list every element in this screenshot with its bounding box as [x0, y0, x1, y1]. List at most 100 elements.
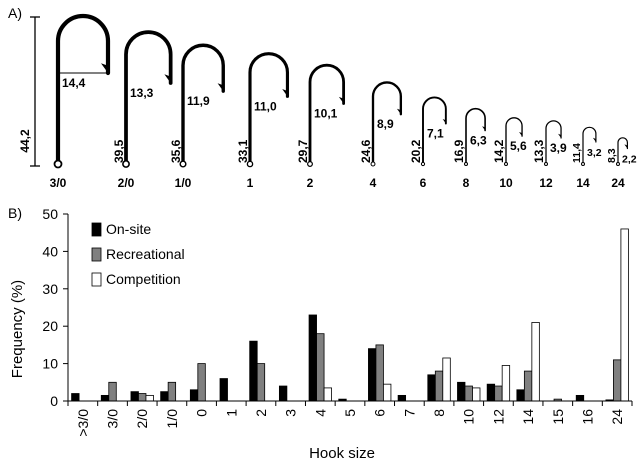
- hook-gap-label: 11,0: [254, 99, 277, 113]
- bar: [197, 363, 206, 402]
- hook-gap-label: 14,4: [62, 76, 86, 90]
- x-tick-label: 16: [579, 409, 595, 425]
- hook-size-label: 2: [307, 176, 314, 190]
- hook-shape: [55, 13, 111, 167]
- bar: [486, 383, 496, 402]
- hook-eye: [420, 161, 426, 167]
- bar: [457, 381, 466, 402]
- x-tick-label: 0: [194, 409, 210, 417]
- hook-eye: [616, 162, 620, 166]
- hook-barb: [396, 108, 401, 115]
- bar: [100, 394, 110, 402]
- hook-shape: [371, 81, 403, 166]
- y-tick-label: 50: [42, 206, 58, 222]
- legend-label: Recreational: [106, 246, 185, 262]
- bar: [138, 393, 147, 402]
- bar: [575, 394, 585, 402]
- bar: [256, 363, 266, 402]
- y-tick-label: 40: [42, 243, 58, 259]
- hook-eye: [122, 160, 130, 168]
- x-tick-label: 7: [401, 409, 417, 417]
- hook-size-label: 4: [370, 176, 377, 190]
- bar: [323, 387, 332, 402]
- bar: [219, 378, 228, 402]
- hook-size-label: 6: [420, 176, 427, 190]
- hook-length-label: 39,5: [112, 139, 126, 163]
- hook-shape: [617, 137, 628, 165]
- hook-barb: [217, 83, 224, 92]
- panel-a-label: A): [8, 5, 22, 21]
- hook-barb: [624, 144, 628, 149]
- panel-b-label: B): [8, 205, 22, 221]
- x-tick-label: 3: [283, 409, 299, 417]
- x-tick-label: 1: [223, 409, 239, 417]
- legend-swatch: [91, 247, 102, 262]
- hook-eye: [370, 161, 376, 167]
- total-length-label: 44,2: [18, 129, 32, 153]
- hook-gap-label: 7,1: [427, 126, 444, 140]
- hook-shape: [582, 126, 597, 165]
- hook-eye: [544, 162, 548, 166]
- bar: [523, 370, 533, 402]
- bar: [494, 385, 503, 402]
- bar: [368, 348, 377, 402]
- bar: [249, 340, 258, 402]
- bar: [397, 394, 407, 402]
- x-tick-label: 12: [490, 409, 506, 425]
- hook-eye: [307, 161, 313, 167]
- hook-length-label: 8,3: [606, 148, 618, 163]
- y-tick-label: 30: [42, 281, 58, 297]
- hook-length-label: 33,1: [236, 139, 250, 163]
- hook-size-label: 8: [463, 176, 470, 190]
- hook-size-label: 1: [247, 176, 254, 190]
- y-tick-label: 20: [42, 318, 58, 334]
- bar: [167, 381, 177, 402]
- hook-shape: [124, 30, 173, 166]
- bar: [130, 391, 139, 402]
- x-tick-label: 3/0: [105, 409, 121, 429]
- hook-gap-label: 6,3: [470, 133, 487, 147]
- bar: [516, 389, 525, 402]
- hook-length-label: 13,3: [532, 139, 546, 163]
- bar: [427, 374, 436, 402]
- legend-swatch: [91, 272, 102, 287]
- hook-eye: [464, 162, 468, 166]
- x-axis-label: Hook size: [309, 445, 375, 462]
- bar: [308, 314, 317, 402]
- x-tick-label: 4: [312, 409, 328, 417]
- hook-size-label: 12: [539, 176, 553, 190]
- hook-shape: [465, 107, 486, 165]
- hook-barb: [592, 137, 596, 143]
- hook-diagram: A) 44,2 14,4 3/0 13,3 39,5 2/0 11,9 35,6 1/0 11,…: [8, 5, 637, 190]
- bar: [464, 385, 473, 402]
- hook-length-label: 16,9: [452, 139, 466, 163]
- hook-barb: [482, 126, 486, 131]
- hook-shape: [308, 63, 346, 166]
- hook-eye: [246, 160, 254, 168]
- hook-shape: [505, 117, 523, 165]
- hook-size-label: 2/0: [118, 176, 135, 190]
- bar: [71, 393, 80, 402]
- x-tick-label: 5: [342, 409, 358, 417]
- hook-gap-label: 10,1: [314, 107, 338, 121]
- bar: [620, 228, 629, 402]
- hook-gap-label: 3,9: [550, 141, 567, 155]
- x-tick-label: 24: [609, 409, 625, 425]
- x-tick-label: 1/0: [164, 409, 180, 429]
- hook-barb: [558, 133, 562, 139]
- hook-eye: [53, 159, 63, 169]
- y-tick-label: 0: [50, 393, 58, 409]
- hook-eye: [581, 162, 585, 166]
- hook-barb: [101, 63, 108, 73]
- x-tick-label: >3/0: [75, 409, 91, 437]
- hook-shape: [422, 96, 447, 165]
- y-axis: 0 10 20 30 40 50: [42, 206, 69, 409]
- hook-size-label: 10: [499, 176, 513, 190]
- hook-gap-label: 5,6: [510, 139, 527, 153]
- y-tick-label: 10: [42, 356, 58, 372]
- hook-size-label: 14: [576, 176, 590, 190]
- hook-shape: [248, 52, 290, 166]
- x-tick-label: 2: [253, 409, 269, 417]
- hook-length-label: 29,7: [296, 139, 310, 163]
- x-axis: >3/0 3/0 2/0 1/0 0 1 2 3 4 5 6 7 8 10 12 14 15 16 24: [67, 400, 633, 437]
